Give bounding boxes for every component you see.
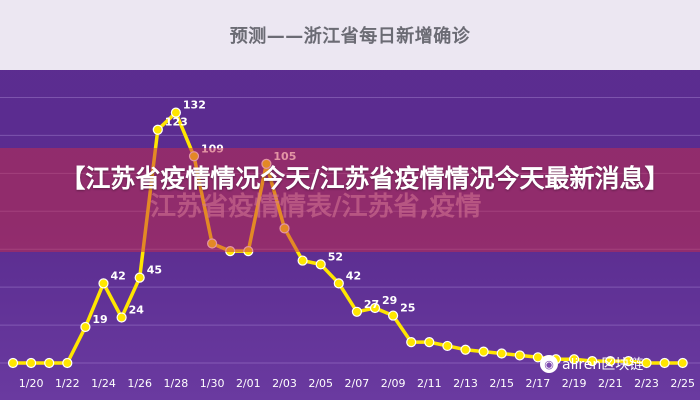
data-point bbox=[406, 337, 417, 348]
article-headline[interactable]: 【江苏省疫情情况今天/江苏省疫情情况今天最新消息】 bbox=[60, 164, 670, 193]
data-point bbox=[80, 321, 91, 333]
data-point bbox=[442, 340, 453, 352]
x-tick-label: 2/11 bbox=[417, 377, 442, 390]
data-point bbox=[170, 107, 181, 118]
x-tick-label: 2/15 bbox=[489, 377, 514, 390]
data-point bbox=[333, 278, 344, 289]
data-label: 42 bbox=[346, 269, 361, 282]
title-band bbox=[0, 0, 700, 70]
data-point bbox=[62, 357, 73, 369]
data-point bbox=[659, 357, 670, 369]
x-tick-label: 1/26 bbox=[127, 377, 152, 390]
data-point bbox=[152, 124, 163, 135]
x-tick-label: 1/30 bbox=[200, 377, 225, 390]
x-axis-ticks: 1/20 1/22 1/24 1/26 1/28 1/30 2/01 2/03 2/05 2/07… bbox=[19, 377, 695, 390]
data-label: 123 bbox=[165, 116, 188, 129]
watermark-text: aliren区块链 bbox=[562, 357, 644, 373]
data-label: 52 bbox=[328, 250, 343, 263]
data-point bbox=[369, 302, 381, 314]
data-point bbox=[587, 356, 598, 367]
x-tick-label: 1/20 bbox=[19, 377, 44, 390]
banner-ghost-text: 江苏省疫情情表/江苏省,疫情 bbox=[150, 192, 482, 222]
data-label: 25 bbox=[400, 302, 415, 315]
data-label: 132 bbox=[183, 99, 206, 112]
data-label: 45 bbox=[147, 264, 162, 277]
wechat-icon: ◉ bbox=[540, 355, 558, 373]
data-point bbox=[44, 357, 55, 369]
watermark: ◉ aliren区块链 bbox=[540, 352, 700, 376]
data-point bbox=[424, 337, 435, 348]
x-tick-label: 2/07 bbox=[345, 377, 370, 390]
data-point bbox=[677, 357, 688, 369]
data-point bbox=[623, 356, 634, 367]
data-point bbox=[605, 356, 616, 367]
data-point bbox=[297, 255, 308, 266]
headline-banner bbox=[0, 148, 700, 252]
x-tick-label: 2/19 bbox=[562, 377, 587, 390]
x-tick-label: 2/03 bbox=[272, 377, 297, 390]
x-tick-label: 2/09 bbox=[381, 377, 406, 390]
data-point bbox=[26, 357, 37, 369]
data-point bbox=[460, 344, 471, 355]
data-point bbox=[496, 348, 507, 359]
data-point bbox=[478, 346, 489, 357]
data-label: 29 bbox=[382, 294, 397, 307]
x-tick-label: 2/05 bbox=[308, 377, 333, 390]
data-point bbox=[514, 350, 525, 361]
data-label: 42 bbox=[111, 269, 126, 282]
data-point bbox=[351, 306, 362, 317]
data-label: 24 bbox=[129, 303, 145, 316]
data-point bbox=[388, 310, 399, 321]
x-tick-label: 2/17 bbox=[526, 377, 551, 390]
data-label: 19 bbox=[92, 313, 107, 326]
x-tick-label: 2/21 bbox=[598, 377, 623, 390]
data-point bbox=[641, 357, 652, 369]
x-tick-label: 2/23 bbox=[634, 377, 659, 390]
data-point bbox=[116, 312, 127, 323]
x-tick-label: 1/22 bbox=[55, 377, 80, 390]
x-tick-label: 2/01 bbox=[236, 377, 261, 390]
data-label: 27 bbox=[364, 298, 379, 311]
data-point bbox=[134, 272, 145, 283]
x-tick-label: 2/13 bbox=[453, 377, 478, 390]
x-tick-label: 2/25 bbox=[670, 377, 695, 390]
data-point bbox=[568, 354, 580, 365]
data-point bbox=[98, 278, 109, 289]
data-point bbox=[315, 259, 326, 270]
chart-title: 预测——浙江省每日新增确诊 bbox=[229, 26, 471, 47]
data-point bbox=[7, 357, 19, 369]
x-tick-label: 1/28 bbox=[164, 377, 189, 390]
x-tick-label: 1/24 bbox=[91, 377, 116, 390]
